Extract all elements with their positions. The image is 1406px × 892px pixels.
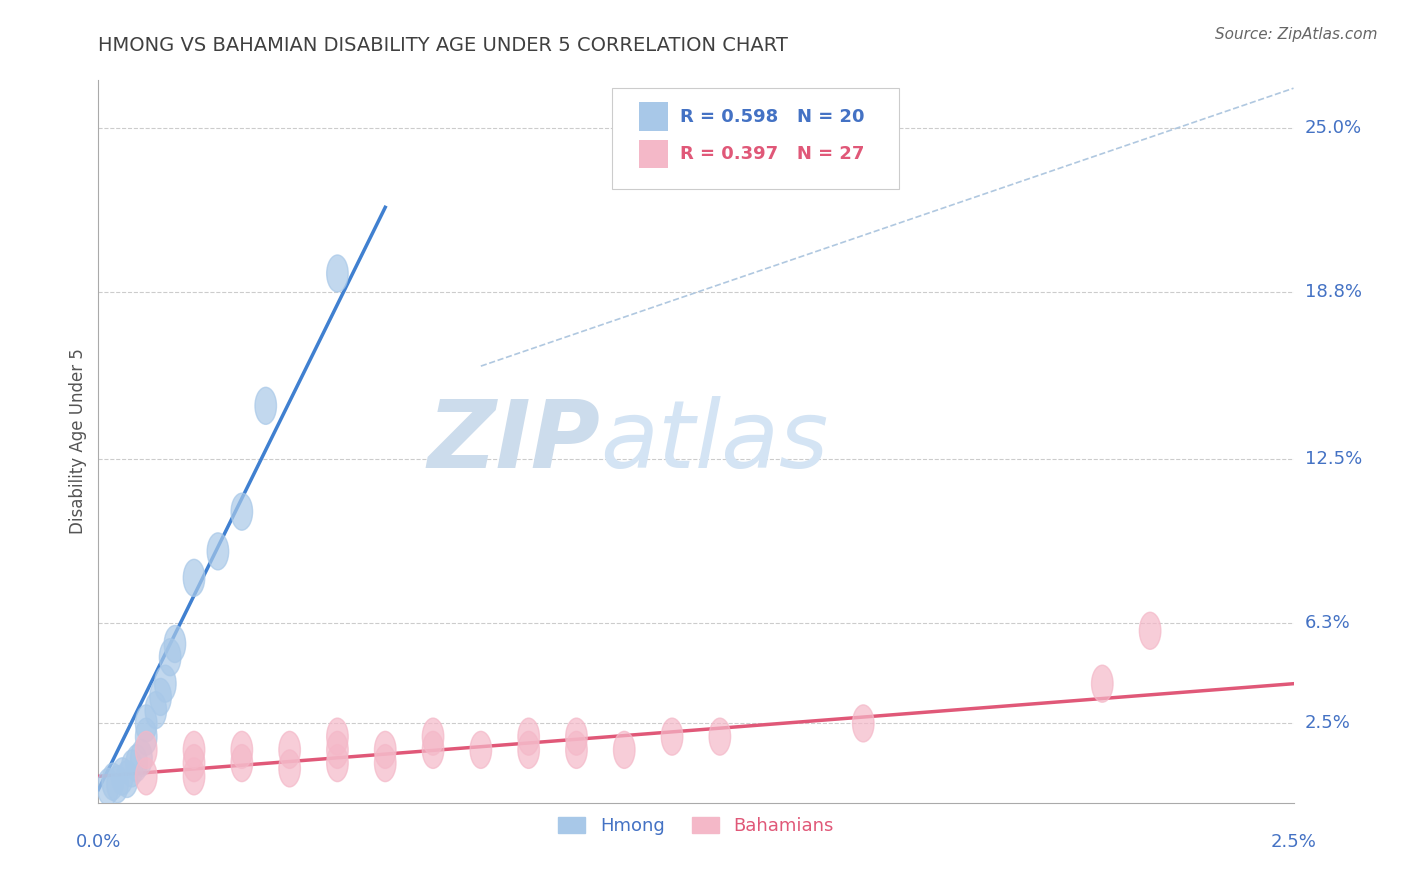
Ellipse shape [422, 718, 444, 756]
Text: R = 0.598   N = 20: R = 0.598 N = 20 [681, 108, 865, 126]
Ellipse shape [111, 758, 134, 795]
Ellipse shape [565, 731, 588, 768]
Ellipse shape [254, 387, 277, 425]
Y-axis label: Disability Age Under 5: Disability Age Under 5 [69, 349, 87, 534]
Ellipse shape [374, 731, 396, 768]
Ellipse shape [709, 718, 731, 756]
Ellipse shape [103, 763, 124, 800]
Legend: Hmong, Bahamians: Hmong, Bahamians [550, 808, 842, 845]
Ellipse shape [852, 705, 875, 742]
Text: 2.5%: 2.5% [1271, 833, 1316, 851]
Ellipse shape [135, 718, 157, 756]
Ellipse shape [127, 745, 148, 781]
Ellipse shape [231, 731, 253, 768]
Text: 18.8%: 18.8% [1305, 283, 1361, 301]
FancyBboxPatch shape [638, 139, 668, 169]
Ellipse shape [183, 559, 205, 597]
Ellipse shape [97, 768, 118, 805]
Ellipse shape [117, 761, 138, 797]
Ellipse shape [326, 745, 349, 781]
Ellipse shape [231, 745, 253, 781]
Ellipse shape [1091, 665, 1114, 702]
Text: HMONG VS BAHAMIAN DISABILITY AGE UNDER 5 CORRELATION CHART: HMONG VS BAHAMIAN DISABILITY AGE UNDER 5… [98, 36, 789, 54]
Ellipse shape [231, 493, 253, 530]
Ellipse shape [374, 745, 396, 781]
Ellipse shape [159, 639, 181, 676]
Ellipse shape [326, 731, 349, 768]
Text: 0.0%: 0.0% [76, 833, 121, 851]
Ellipse shape [165, 625, 186, 663]
Ellipse shape [278, 731, 301, 768]
Ellipse shape [135, 705, 157, 742]
Ellipse shape [183, 745, 205, 781]
Ellipse shape [183, 731, 205, 768]
Text: R = 0.397   N = 27: R = 0.397 N = 27 [681, 145, 865, 163]
Text: 2.5%: 2.5% [1305, 714, 1351, 732]
Ellipse shape [107, 765, 128, 803]
Ellipse shape [135, 758, 157, 795]
Text: ZIP: ZIP [427, 395, 600, 488]
Ellipse shape [565, 718, 588, 756]
Ellipse shape [155, 665, 176, 702]
Ellipse shape [613, 731, 636, 768]
Ellipse shape [1139, 612, 1161, 649]
Ellipse shape [326, 255, 349, 292]
Text: 12.5%: 12.5% [1305, 450, 1362, 467]
Ellipse shape [278, 750, 301, 787]
Ellipse shape [145, 691, 166, 729]
Ellipse shape [470, 731, 492, 768]
Ellipse shape [517, 731, 540, 768]
FancyBboxPatch shape [613, 87, 900, 189]
Text: Source: ZipAtlas.com: Source: ZipAtlas.com [1215, 27, 1378, 42]
Ellipse shape [422, 731, 444, 768]
FancyBboxPatch shape [638, 103, 668, 131]
Ellipse shape [517, 718, 540, 756]
Ellipse shape [150, 679, 172, 715]
Ellipse shape [131, 739, 152, 776]
Text: 6.3%: 6.3% [1305, 614, 1350, 632]
Ellipse shape [183, 758, 205, 795]
Ellipse shape [661, 718, 683, 756]
Text: atlas: atlas [600, 396, 828, 487]
Ellipse shape [121, 750, 142, 787]
Ellipse shape [135, 731, 157, 768]
Text: 25.0%: 25.0% [1305, 119, 1362, 136]
Ellipse shape [207, 533, 229, 570]
Ellipse shape [326, 718, 349, 756]
